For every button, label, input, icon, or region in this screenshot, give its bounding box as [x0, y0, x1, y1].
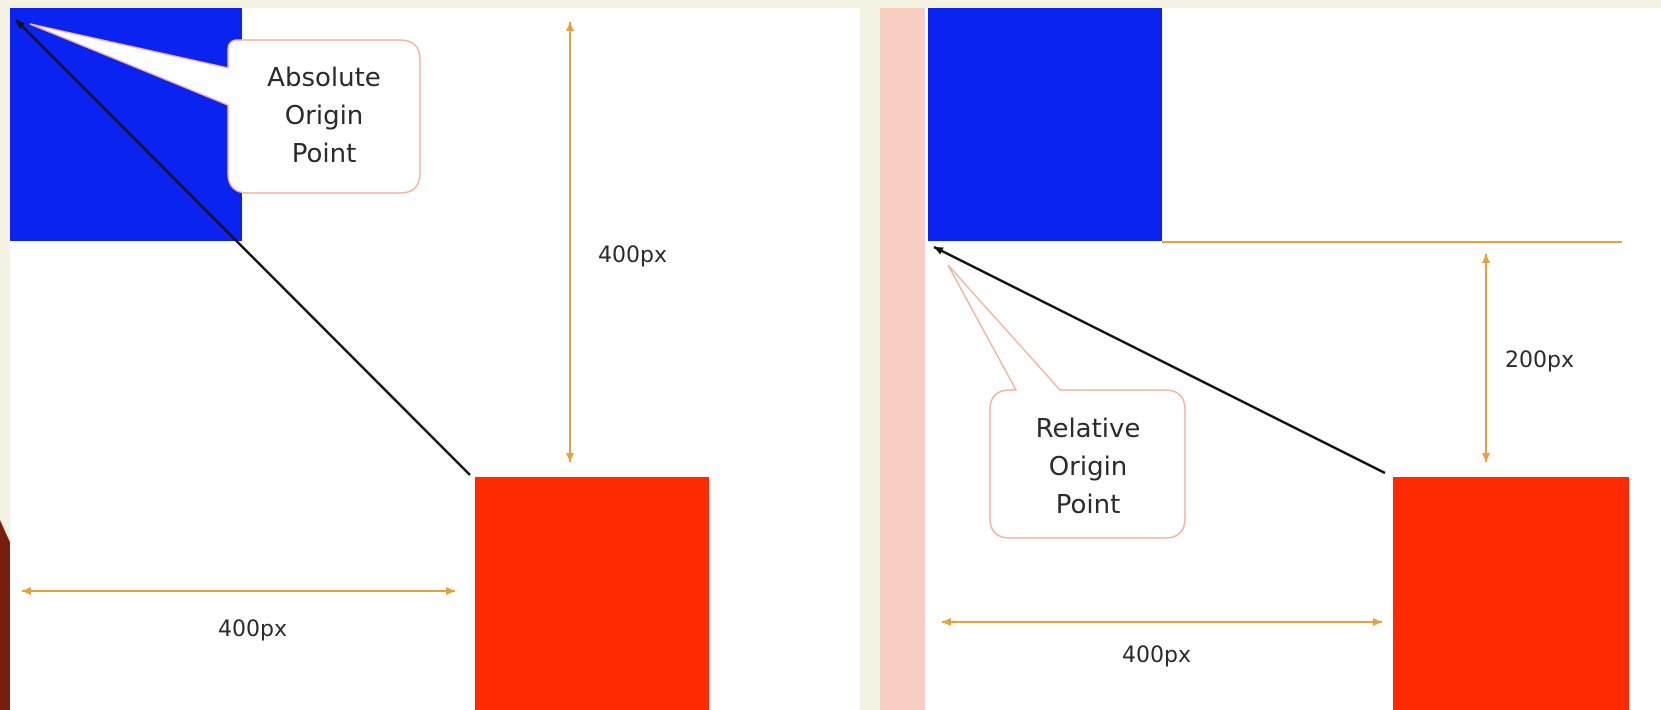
left-panel: Absolute Origin Point 400px 400px: [10, 8, 860, 710]
origin-connector-line: [15, 19, 471, 476]
vertical-distance-label: 400px: [598, 243, 667, 268]
blue-box: [10, 8, 242, 241]
callout-line-1: Absolute: [267, 63, 381, 93]
vertical-distance-label: 200px: [1505, 348, 1574, 373]
callout-line-3: Point: [1056, 490, 1121, 520]
callout-line-3: Point: [292, 139, 357, 169]
horizontal-distance-label: 400px: [1122, 643, 1191, 668]
callout-line-2: Origin: [285, 101, 364, 131]
horizontal-distance-label: 400px: [218, 617, 287, 642]
callout-bubble: [947, 264, 1186, 539]
callout-line-1: Relative: [1036, 414, 1141, 444]
panel-divider: [880, 8, 925, 710]
callout-bubble: [29, 23, 421, 194]
origin-connector-line: [933, 245, 1386, 475]
right-panel: Relative Origin Point 200px 400px: [925, 8, 1661, 710]
red-box: [475, 477, 709, 710]
absolute-origin-callout: Absolute Origin Point: [29, 23, 421, 194]
relative-origin-callout: Relative Origin Point: [947, 264, 1186, 539]
red-box: [1393, 477, 1629, 710]
blue-box: [928, 8, 1162, 241]
callout-line-2: Origin: [1049, 452, 1128, 482]
